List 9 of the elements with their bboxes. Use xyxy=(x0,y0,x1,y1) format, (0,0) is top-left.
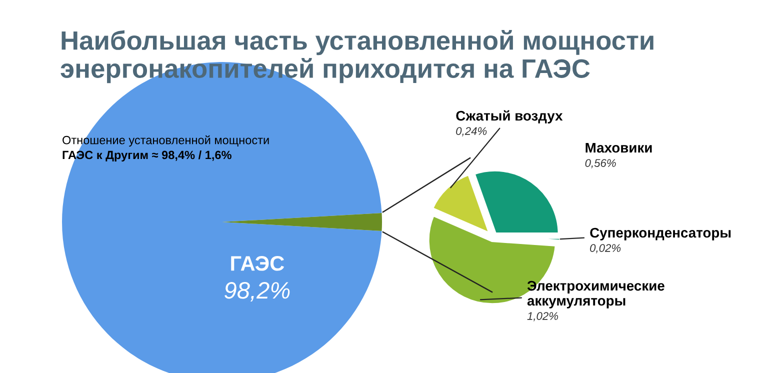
data-label: 0,02% xyxy=(590,244,621,254)
data-label: 0,56% xyxy=(585,159,616,168)
slice-label: Сжатый воздух xyxy=(456,110,563,124)
data-label: 1,02% xyxy=(527,312,558,322)
data-label: 0,24% xyxy=(456,127,487,136)
data-label: 98,2% xyxy=(224,282,290,302)
slice-label: Маховики xyxy=(586,142,652,153)
slice-label: Суперконденсаторы xyxy=(590,228,731,240)
slice-label: ГАЭС xyxy=(231,256,284,271)
